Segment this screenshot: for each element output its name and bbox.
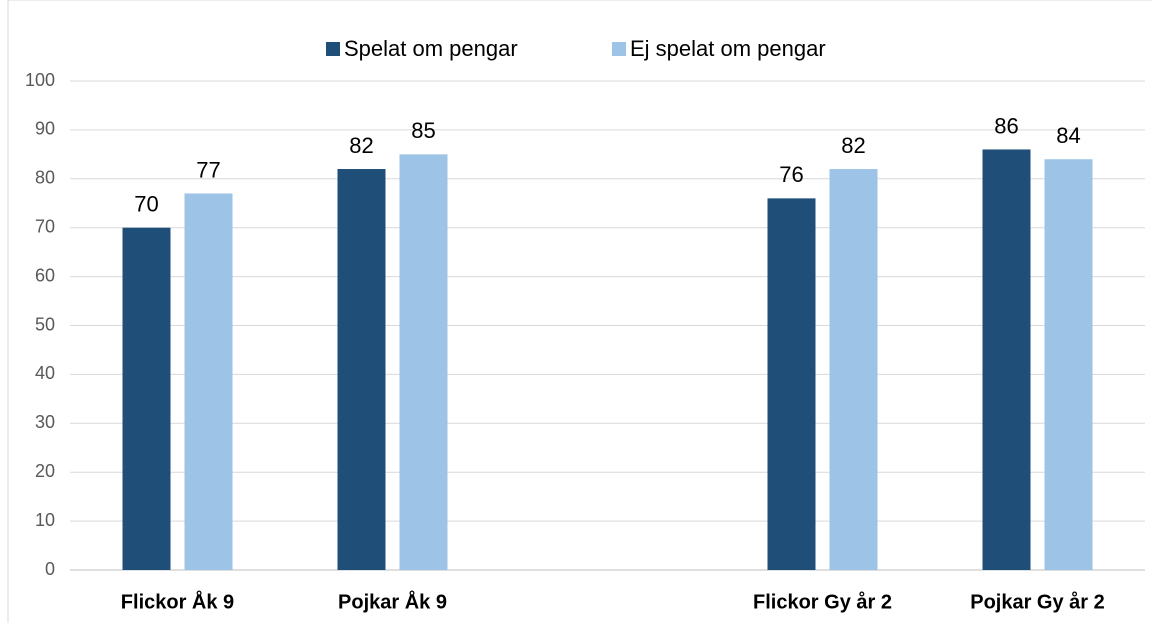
bar [122, 227, 171, 570]
data-label: 82 [349, 133, 373, 158]
chart-border [7, 0, 1152, 623]
data-label: 77 [196, 157, 220, 182]
legend-label: Ej spelat om pengar [630, 36, 826, 61]
bar [184, 193, 233, 570]
y-tick-label: 10 [35, 510, 55, 530]
data-label: 86 [994, 113, 1018, 138]
bar [767, 198, 816, 571]
y-tick-label: 70 [35, 216, 55, 236]
y-tick-label: 20 [35, 461, 55, 481]
data-label: 70 [134, 192, 158, 217]
bar [982, 149, 1031, 570]
legend-swatch [326, 42, 340, 56]
x-tick-label: Pojkar Gy år 2 [970, 590, 1105, 613]
y-tick-label: 50 [35, 314, 55, 334]
y-tick-label: 30 [35, 412, 55, 432]
data-label: 82 [841, 133, 865, 158]
y-tick-label: 40 [35, 363, 55, 383]
legend-label: Spelat om pengar [344, 36, 518, 61]
y-tick-label: 0 [45, 559, 55, 579]
data-label: 85 [411, 118, 435, 143]
y-tick-label: 100 [25, 70, 55, 90]
x-tick-label: Pojkar Åk 9 [338, 589, 447, 613]
x-tick-label: Flickor Åk 9 [121, 589, 234, 613]
bar [1044, 159, 1093, 571]
x-tick-label: Flickor Gy år 2 [753, 590, 892, 613]
data-label: 76 [779, 162, 803, 187]
data-label: 84 [1056, 123, 1080, 148]
y-tick-label: 90 [35, 119, 55, 139]
bar [337, 169, 386, 570]
bar [399, 154, 448, 570]
y-tick-label: 60 [35, 265, 55, 285]
legend-swatch [612, 42, 626, 56]
y-tick-label: 80 [35, 168, 55, 188]
bar [829, 169, 878, 570]
